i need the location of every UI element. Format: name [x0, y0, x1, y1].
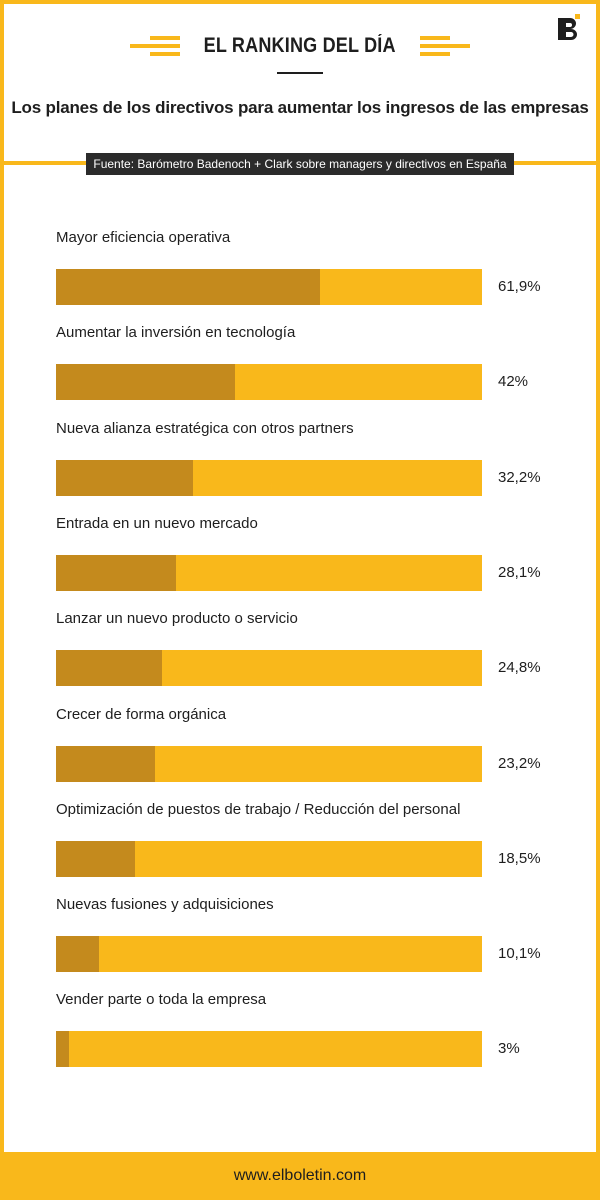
ranking-kicker: EL RANKING DEL DÍA [0, 28, 600, 64]
category-label: Lanzar un nuevo producto o servicio [56, 610, 298, 628]
category-label: Optimización de puestos de trabajo / Red… [56, 800, 461, 818]
bar [56, 840, 135, 877]
bar-track [56, 650, 482, 687]
bar [56, 745, 155, 782]
data-label: 10,1% [498, 945, 541, 963]
bar-track [56, 364, 482, 401]
bar [56, 364, 235, 401]
bar-track [56, 936, 482, 973]
data-label: 23,2% [498, 754, 541, 772]
category-label: Mayor eficiencia operativa [56, 229, 231, 246]
category-label: Nuevas fusiones y adquisiciones [56, 896, 274, 914]
category-label: Entrada en un nuevo mercado [56, 514, 258, 532]
decorative-lines-right [419, 36, 470, 56]
title-underline [277, 72, 323, 74]
data-label: 61,9% [498, 278, 541, 295]
bar [56, 1031, 69, 1068]
bar [56, 554, 176, 591]
bar-track [56, 554, 482, 591]
bar [56, 936, 100, 973]
source-badge: Fuente: Barómetro Badenoch + Clark sobre… [86, 153, 514, 175]
data-label: 32,2% [498, 468, 541, 486]
bar-track [56, 745, 482, 782]
chart-title: Los planes de los directivos para aument… [11, 98, 589, 117]
bar-track [56, 459, 482, 496]
data-label: 3% [498, 1040, 520, 1058]
footer-url-link[interactable]: www.elboletin.com [233, 1167, 367, 1184]
bar-track [56, 269, 482, 305]
bar-track [56, 840, 482, 877]
brand-logo-icon [558, 14, 580, 40]
category-label: Nueva alianza estratégica con otros part… [56, 419, 354, 437]
data-label: 18,5% [498, 849, 541, 867]
category-label: Crecer de forma orgánica [56, 705, 227, 723]
bar [56, 650, 162, 687]
data-label: 42% [498, 373, 529, 391]
footer-bar: www.elboletin.com [0, 1152, 600, 1200]
bar [56, 269, 320, 305]
category-label: Vender parte o toda la empresa [56, 991, 267, 1009]
data-label: 28,1% [498, 563, 541, 581]
decorative-lines-left [130, 36, 181, 56]
category-label: Aumentar la inversión en tecnología [56, 324, 296, 342]
data-label: 24,8% [498, 659, 541, 677]
kicker-title: EL RANKING DEL DÍA [203, 34, 397, 57]
bar-track [56, 1031, 482, 1068]
bar [56, 459, 194, 496]
